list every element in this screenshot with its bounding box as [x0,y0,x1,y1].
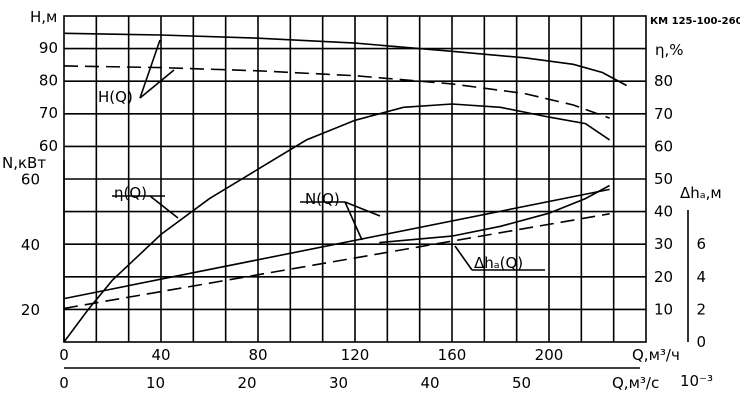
q-m3h-axis-label: Q,м³/ч [632,346,680,364]
q-m3s-tick-label: 30 [329,374,348,392]
q-m3s-exponent: 10⁻³ [680,372,713,390]
q-m3h-tick-label: 40 [151,346,170,364]
chart-title: КМ 125-100-260 [650,16,740,27]
nq-dashed-curve [63,213,610,310]
q-m3s-tick-label: 10 [146,374,165,392]
q-m3h-tick-label: 200 [535,346,564,364]
h-tick-label: 70 [39,104,58,122]
n-axis-label: N,кВт [2,154,46,172]
h-tick-label: 80 [39,72,58,90]
dh-axis-label: Δhₐ,м [680,184,722,202]
eta-tick-label: 20 [654,268,673,286]
dh-tick-label: 6 [696,235,706,253]
q-m3s-tick-label: 20 [237,374,256,392]
nq-leader-dashed [344,201,363,241]
nq-leader-solid [344,201,381,217]
n-tick-label: 40 [21,236,40,254]
eta-curve [63,103,611,343]
dh-tick-label: 4 [696,268,706,286]
q-m3s-tick-label: 50 [512,374,531,392]
nq-annotation: N(Q) [305,190,340,208]
h-tick-label: 60 [39,137,58,155]
eta-axis-label: η,% [655,41,684,59]
dh-leader [454,245,473,271]
eta-leader [149,195,179,219]
dh-tick-label: 0 [696,333,706,351]
q-m3h-tick-label: 120 [341,346,370,364]
h-tick-label: 90 [39,39,58,57]
dh-annotation: Δhₐ(Q) [474,254,523,272]
q-m3h-tick-label: 80 [248,346,267,364]
curves [63,32,627,343]
eta-tick-label: 30 [654,235,673,253]
dh-tick-label: 2 [696,300,706,318]
q-m3h-tick-label: 0 [59,346,69,364]
hq-leader-dashed [139,69,175,99]
eta-tick-label: 60 [654,137,673,155]
eta-tick-label: 70 [654,105,673,123]
hq-dashed-curve [63,65,610,119]
hq-leader-solid [139,39,161,99]
grid [63,15,689,369]
nq-solid-curve [63,188,610,300]
q-m3s-axis-label: Q,м³/с [612,374,659,392]
hq-annotation: H(Q) [98,88,133,106]
eta-tick-label: 10 [654,300,673,318]
n-tick-label: 20 [21,301,40,319]
dh-curve [379,184,610,244]
eta-tick-label: 50 [654,170,673,188]
q-m3h-tick-label: 160 [438,346,467,364]
eta-tick-label: 40 [654,203,673,221]
n-tick-label: 60 [21,171,40,189]
hq-solid-curve [63,32,627,87]
h-axis-label: H,м [30,8,57,26]
eta-tick-label: 80 [654,72,673,90]
eta-annotation: η(Q) [114,184,147,202]
q-m3s-tick-label: 0 [59,374,69,392]
q-m3s-tick-label: 40 [420,374,439,392]
